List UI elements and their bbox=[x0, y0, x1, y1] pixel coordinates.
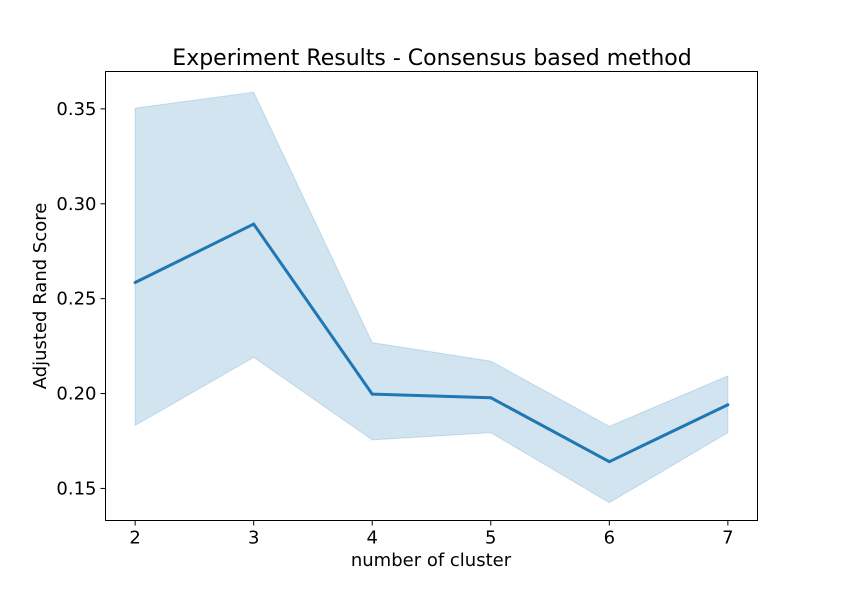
x-tick-label: 7 bbox=[722, 528, 733, 549]
y-axis: 0.15 0.20 0.25 0.30 0.35 bbox=[56, 99, 106, 499]
x-tick-label: 4 bbox=[367, 528, 378, 549]
data-point bbox=[252, 222, 256, 226]
y-tick-label: 0.15 bbox=[56, 478, 96, 499]
data-point bbox=[489, 396, 493, 400]
x-axis: 2 3 4 5 6 7 bbox=[129, 520, 734, 549]
x-tick-label: 3 bbox=[248, 528, 259, 549]
y-axis-label: Adjusted Rand Score bbox=[30, 203, 51, 390]
data-point bbox=[370, 392, 374, 396]
plot-area bbox=[133, 91, 730, 504]
confidence-band bbox=[134, 91, 729, 504]
y-tick-label: 0.20 bbox=[56, 384, 96, 405]
x-tick-label: 6 bbox=[604, 528, 615, 549]
x-tick-label: 5 bbox=[485, 528, 496, 549]
y-tick-label: 0.30 bbox=[56, 194, 96, 215]
x-tick-label: 2 bbox=[129, 528, 140, 549]
chart-title: Experiment Results - Consensus based met… bbox=[172, 46, 691, 71]
data-point bbox=[133, 281, 137, 285]
x-axis-label: number of cluster bbox=[351, 550, 512, 571]
y-tick-label: 0.35 bbox=[56, 99, 96, 120]
data-point bbox=[607, 460, 611, 464]
series-line bbox=[134, 222, 729, 464]
data-point bbox=[726, 403, 730, 407]
y-tick-label: 0.25 bbox=[56, 289, 96, 310]
axes-frame bbox=[105, 71, 758, 521]
